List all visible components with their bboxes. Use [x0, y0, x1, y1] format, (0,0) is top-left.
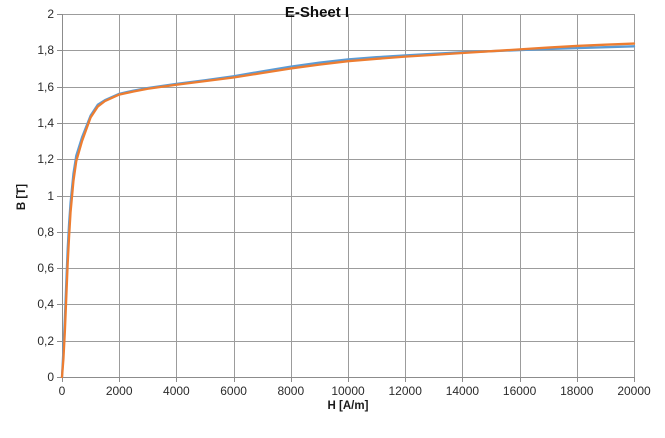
y-tick-label: 1 — [47, 188, 54, 203]
x-tick-label: 14000 — [445, 384, 480, 398]
x-tick-label: 0 — [58, 384, 66, 398]
y-tick-label: 1,2 — [37, 152, 54, 167]
y-tick-label: 2 — [47, 7, 54, 21]
y-tick-label: 1,8 — [37, 43, 54, 58]
x-tick-label: 16000 — [502, 384, 537, 398]
y-tick-label: 0,2 — [37, 333, 54, 348]
y-tick-label: 0,8 — [37, 224, 54, 239]
x-tick-label: 2000 — [105, 384, 133, 398]
x-tick-label: 4000 — [163, 384, 190, 398]
x-tick-label: 10000 — [331, 384, 365, 398]
x-axis-title: H [A/m] — [327, 400, 369, 412]
y-tick-label: 0,4 — [37, 297, 54, 312]
x-tick-label: 12000 — [388, 384, 422, 398]
y-tick-label: 0 — [47, 370, 54, 384]
x-tick-label: 18000 — [560, 384, 594, 398]
y-tick-label: 1,6 — [37, 79, 54, 94]
x-tick-label: 20000 — [617, 384, 651, 398]
x-tick-label: 8000 — [277, 384, 305, 398]
chart-title: E-Sheet I — [284, 4, 350, 21]
x-tick-label: 6000 — [220, 384, 247, 398]
series-line-orange — [60, 42, 636, 379]
y-tick-label: 0,6 — [37, 261, 54, 276]
y-tick-label: 1,4 — [37, 115, 54, 130]
